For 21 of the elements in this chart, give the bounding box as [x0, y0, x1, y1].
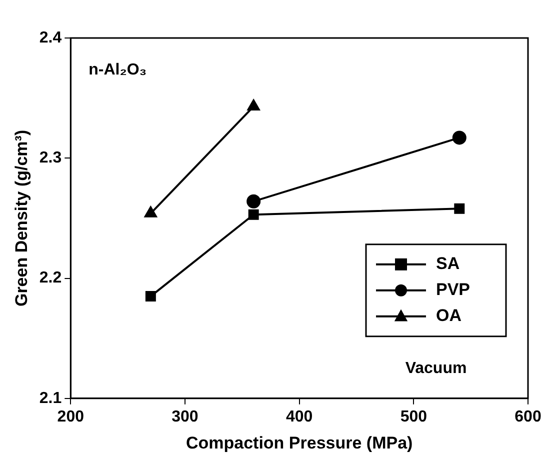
- point: [452, 130, 466, 145]
- x-tick-label: 400: [286, 408, 313, 426]
- x-tick-label: 600: [514, 408, 542, 426]
- x-axis-title: Compaction Pressure (MPa): [186, 433, 413, 452]
- y-tick-label: 2.2: [39, 270, 62, 287]
- y-tick-label: 2.4: [39, 29, 62, 46]
- y-tick-label: 2.1: [39, 390, 62, 407]
- point: [246, 194, 261, 208]
- legend-label: SA: [436, 254, 460, 274]
- x-tick-label: 200: [57, 408, 84, 426]
- annotation: n-Al₂O₃: [88, 61, 147, 78]
- point: [454, 203, 465, 214]
- x-tick-label: 300: [172, 408, 198, 426]
- x-tick-label: 500: [400, 408, 428, 426]
- point: [145, 291, 156, 302]
- y-tick-label: 2.3: [39, 150, 62, 167]
- annotation: Vacuum: [405, 360, 467, 377]
- point: [248, 209, 259, 220]
- legend-label: OA: [436, 306, 462, 326]
- legend-label: PVP: [436, 280, 470, 300]
- y-axis-title: Green Density (g/cm³): [12, 130, 31, 307]
